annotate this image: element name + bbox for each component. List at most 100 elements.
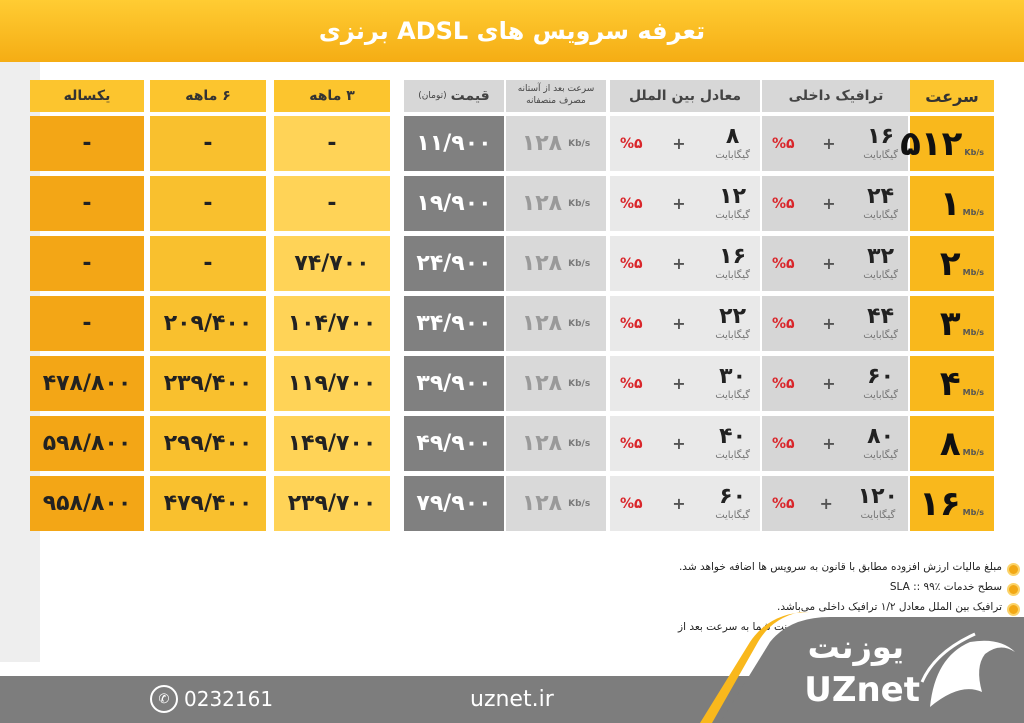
after-threshold-speed-cell: ۱۲۸ Kb/s (506, 176, 606, 231)
monthly-price-cell: ۲۴/۹۰۰ (404, 236, 504, 291)
plus-sign: + (822, 374, 836, 393)
plus-sign: + (672, 134, 686, 153)
domestic-traffic-cell: %۵ + ۸۰ گیگابایت (762, 416, 908, 471)
three-month-price-cell: ۲۳۹/۷۰۰ (274, 476, 390, 531)
after-threshold-value: ۱۲۸ (521, 491, 563, 516)
traffic-unit: گیگابایت (863, 330, 898, 341)
header-price: قیمت (تومان) (404, 80, 504, 112)
monthly-price-cell: ۱۹/۹۰۰ (404, 176, 504, 231)
traffic-amount: ۲۴ (867, 184, 895, 209)
traffic-unit: گیگابایت (715, 450, 750, 461)
after-threshold-value: ۱۲۸ (521, 191, 563, 216)
title-bar: تعرفه سرویس های ADSL برنزی (0, 0, 1024, 62)
traffic-unit: گیگابایت (715, 210, 750, 221)
domestic-traffic-cell: %۵ + ۴۴ گیگابایت (762, 296, 908, 351)
plus-sign: + (822, 314, 836, 333)
traffic-unit: گیگابایت (715, 270, 750, 281)
bonus-percent: %۵ (620, 495, 643, 512)
header-domestic: ترافیک داخلی (762, 80, 910, 112)
bonus-percent: %۵ (772, 315, 795, 332)
after-threshold-value: ۱۲۸ (521, 311, 563, 336)
after-threshold-unit: Kb/s (568, 378, 591, 389)
traffic-unit: گیگابایت (863, 450, 898, 461)
traffic-amount: ۴۰ (719, 424, 747, 449)
year-price-cell: - (30, 176, 144, 231)
logo-english: UZnet (804, 670, 920, 710)
after-threshold-speed-cell: ۱۲۸ Kb/s (506, 296, 606, 351)
bonus-percent: %۵ (772, 135, 795, 152)
plus-sign: + (822, 194, 836, 213)
domestic-traffic-cell: %۵ + ۳۲ گیگابایت (762, 236, 908, 291)
six-month-price-cell: ۲۳۹/۴۰۰ (150, 356, 266, 411)
traffic-unit: گیگابایت (863, 210, 898, 221)
three-month-price-cell: ۱۴۹/۷۰۰ (274, 416, 390, 471)
bonus-percent: %۵ (620, 135, 643, 152)
after-threshold-unit: Kb/s (568, 138, 591, 149)
speed-unit: Mb/s (962, 268, 984, 277)
speed-value: ۲ (939, 243, 961, 284)
website-link[interactable]: uznet.ir (470, 686, 554, 712)
bullet-icon (1007, 583, 1020, 596)
year-price-cell: ۴۷۸/۸۰۰ (30, 356, 144, 411)
traffic-amount: ۳۰ (719, 364, 747, 389)
after-threshold-unit: Kb/s (568, 318, 591, 329)
speed-cell: ۲ Mb/s (910, 236, 994, 291)
plus-sign: + (672, 374, 686, 393)
international-traffic-cell: %۵ + ۶۰ گیگابایت (610, 476, 760, 531)
header-3-month: ۳ ماهه (274, 80, 390, 112)
after-threshold-value: ۱۲۸ (521, 371, 563, 396)
six-month-price-cell: - (150, 116, 266, 171)
six-month-price-cell: ۲۰۹/۴۰۰ (150, 296, 266, 351)
after-threshold-value: ۱۲۸ (521, 251, 563, 276)
speed-unit: Mb/s (962, 208, 984, 217)
international-traffic-cell: %۵ + ۱۶ گیگابایت (610, 236, 760, 291)
plus-sign: + (672, 494, 686, 513)
speed-value: ۵۱۲ (900, 123, 963, 164)
traffic-amount: ۶۰ (867, 364, 895, 389)
bonus-percent: %۵ (772, 495, 795, 512)
traffic-unit: گیگابایت (715, 330, 750, 341)
six-month-price-cell: - (150, 176, 266, 231)
header-price-label: قیمت (450, 88, 490, 104)
traffic-unit: گیگابایت (715, 390, 750, 401)
after-threshold-speed-cell: ۱۲۸ Kb/s (506, 416, 606, 471)
speed-value: ۱۶ (919, 483, 961, 524)
bonus-percent: %۵ (772, 255, 795, 272)
after-threshold-value: ۱۲۸ (521, 131, 563, 156)
three-month-price-cell: ۷۴/۷۰۰ (274, 236, 390, 291)
bonus-percent: %۵ (620, 435, 643, 452)
speed-value: ۳ (939, 303, 961, 344)
plus-sign: + (822, 434, 836, 453)
traffic-amount: ۸ (725, 124, 740, 149)
year-price-cell: ۹۵۸/۸۰۰ (30, 476, 144, 531)
speed-cell: ۸ Mb/s (910, 416, 994, 471)
plus-sign: + (822, 254, 836, 273)
after-threshold-unit: Kb/s (568, 498, 591, 509)
international-traffic-cell: %۵ + ۲۲ گیگابایت (610, 296, 760, 351)
traffic-amount: ۱۶ (867, 124, 895, 149)
speed-cell: ۱ Mb/s (910, 176, 994, 231)
monthly-price-cell: ۴۹/۹۰۰ (404, 416, 504, 471)
bonus-percent: %۵ (772, 375, 795, 392)
plus-sign: + (819, 494, 833, 513)
speed-cell: ۳ Mb/s (910, 296, 994, 351)
speed-value: ۱ (939, 183, 961, 224)
bonus-percent: %۵ (620, 255, 643, 272)
after-threshold-value: ۱۲۸ (521, 431, 563, 456)
international-traffic-cell: %۵ + ۳۰ گیگابایت (610, 356, 760, 411)
six-month-price-cell: ۲۹۹/۴۰۰ (150, 416, 266, 471)
domestic-traffic-cell: %۵ + ۲۴ گیگابایت (762, 176, 908, 231)
six-month-price-cell: ۴۷۹/۴۰۰ (150, 476, 266, 531)
note-item: مبلغ مالیات ارزش افزوده مطابق با قانون ب… (650, 560, 1020, 576)
plus-sign: + (822, 134, 836, 153)
traffic-unit: گیگابایت (860, 510, 896, 521)
three-month-price-cell: - (274, 116, 390, 171)
traffic-unit: گیگابایت (863, 150, 898, 161)
speed-unit: Mb/s (962, 388, 984, 397)
header-6-month: ۶ ماهه (150, 80, 266, 112)
traffic-amount: ۱۲۰ (857, 484, 898, 509)
six-month-price-cell: - (150, 236, 266, 291)
dome-logo-icon (920, 632, 1015, 707)
bullet-icon (1007, 603, 1020, 616)
phone-contact[interactable]: ✆ 0232161 (150, 684, 273, 714)
